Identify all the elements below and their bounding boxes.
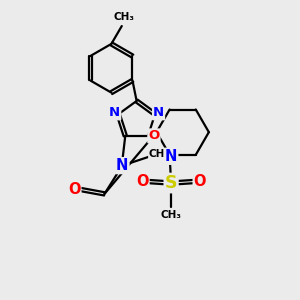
Text: N: N	[109, 106, 120, 119]
Text: S: S	[165, 174, 177, 192]
Text: O: O	[136, 174, 148, 189]
Text: CH₃: CH₃	[160, 210, 182, 220]
Text: CH₃: CH₃	[113, 12, 134, 22]
Text: O: O	[194, 174, 206, 189]
Text: N: N	[165, 149, 177, 164]
Text: O: O	[68, 182, 80, 197]
Text: N: N	[116, 158, 128, 173]
Text: O: O	[148, 129, 160, 142]
Text: CH₃: CH₃	[149, 149, 170, 159]
Text: N: N	[153, 106, 164, 119]
